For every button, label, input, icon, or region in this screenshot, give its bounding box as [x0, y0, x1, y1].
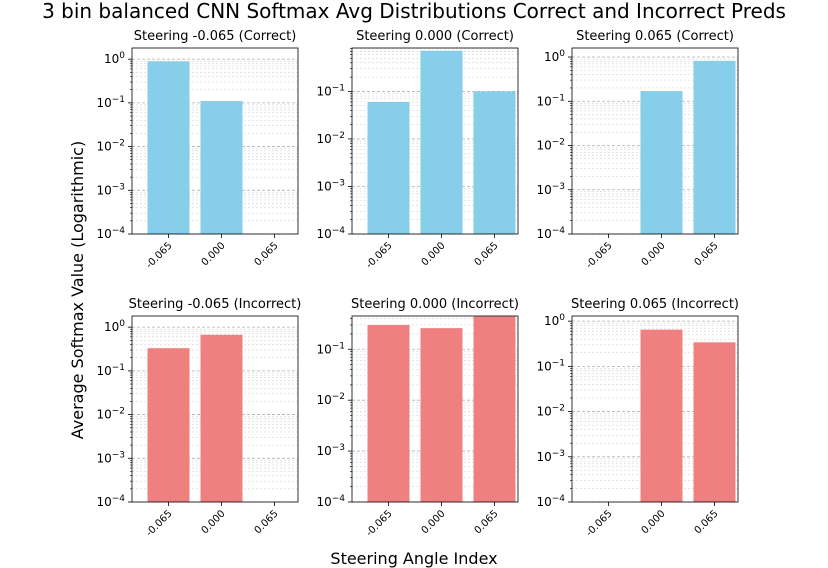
x-tick-label: -0.065	[144, 508, 175, 539]
bar-0.065	[473, 91, 516, 234]
y-tick-label: 10−4	[536, 226, 565, 241]
y-tick-label: 100	[544, 313, 565, 328]
subplot-title: Steering 0.000 (Incorrect)	[351, 297, 519, 312]
bar--0.065	[367, 324, 410, 502]
y-tick-label: 10−3	[96, 182, 125, 197]
axes-frame	[351, 47, 519, 235]
subplot-3: Steering 0.065 (Correct) 10−4 10−3 10−2 10−1…	[536, 29, 739, 271]
subplot-5: Steering 0.000 (Incorrect) 10−4 10−3 10−2 10…	[316, 297, 519, 539]
figure-xlabel: Steering Angle Index	[330, 549, 497, 568]
subplot-title: Steering -0.065 (Correct)	[134, 29, 297, 44]
bar-0.000	[640, 91, 683, 235]
subplot-title: Steering 0.065 (Incorrect)	[571, 297, 739, 312]
x-tick-label: 0.065	[693, 508, 721, 536]
subplot-1: Steering -0.065 (Correct) 10−4 10−3 10−2 10−…	[96, 29, 299, 271]
y-tick-label: 10−3	[536, 182, 565, 197]
y-tick-label: 10−2	[536, 404, 565, 419]
axes-frame	[571, 315, 739, 503]
y-tick-label: 10−3	[96, 450, 125, 465]
x-tick-label: 0.065	[693, 240, 721, 268]
y-tick-label: 10−1	[96, 95, 125, 110]
y-tick-label: 10−2	[316, 131, 345, 146]
subplot-2: Steering 0.000 (Correct) 10−4 10−3 10−2 10−1…	[316, 29, 519, 271]
bar-0.000	[200, 101, 243, 234]
y-tick-label: 100	[544, 49, 565, 64]
y-tick-label: 10−2	[536, 138, 565, 153]
y-tick-label: 10−1	[96, 363, 125, 378]
bar-0.065	[693, 342, 736, 502]
y-tick-label: 100	[104, 51, 125, 66]
bar--0.065	[367, 101, 410, 234]
x-tick-label: 0.065	[253, 508, 281, 536]
figure-ylabel: Average Softmax Value (Logarithmic)	[68, 141, 87, 439]
subplot-title: Steering 0.065 (Correct)	[576, 29, 734, 44]
y-tick-label: 10−1	[316, 83, 345, 98]
y-tick-label: 10−3	[316, 443, 345, 458]
y-tick-label: 10−1	[536, 358, 565, 373]
x-tick-label: -0.065	[364, 240, 395, 271]
y-tick-label: 10−2	[316, 392, 345, 407]
x-tick-label: -0.065	[144, 240, 175, 271]
y-tick-label: 10−2	[96, 407, 125, 422]
y-tick-label: 10−4	[316, 494, 345, 509]
axes-frame	[351, 315, 519, 503]
x-tick-label: -0.065	[584, 508, 615, 539]
x-tick-label: 0.000	[420, 508, 448, 536]
bar-0.000	[200, 334, 243, 502]
bar-0.000	[420, 50, 463, 234]
figure-title: 3 bin balanced CNN Softmax Avg Distribut…	[42, 0, 786, 23]
axes-frame	[131, 47, 299, 235]
x-tick-label: 0.000	[420, 240, 448, 268]
y-tick-label: 10−1	[316, 341, 345, 356]
axes-frame	[571, 47, 739, 235]
bar-0.000	[640, 329, 683, 502]
y-tick-label: 10−1	[536, 93, 565, 108]
y-tick-label: 10−3	[536, 449, 565, 464]
subplot-6: Steering 0.065 (Incorrect) 10−4 10−3 10−2 10…	[536, 297, 739, 539]
bar-0.065	[473, 316, 516, 502]
subplot-4: Steering -0.065 (Incorrect) 10−4 10−3 10−2 1…	[96, 297, 301, 539]
subplot-title: Steering 0.000 (Correct)	[356, 29, 514, 44]
y-tick-label: 100	[104, 319, 125, 334]
x-tick-label: 0.065	[473, 508, 501, 536]
y-tick-label: 10−3	[316, 178, 345, 193]
x-tick-label: -0.065	[364, 508, 395, 539]
y-tick-label: 10−4	[96, 494, 125, 509]
subplot-grid: Steering -0.065 (Correct) 10−4 10−3 10−2 10−…	[96, 29, 739, 539]
subplot-title: Steering -0.065 (Incorrect)	[129, 297, 302, 312]
x-tick-label: 0.065	[473, 240, 501, 268]
bar--0.065	[147, 348, 190, 502]
axes-frame	[131, 315, 299, 503]
x-tick-label: 0.065	[253, 240, 281, 268]
x-tick-label: 0.000	[200, 508, 228, 536]
bar--0.065	[147, 61, 190, 234]
bar-0.000	[420, 328, 463, 502]
x-tick-label: 0.000	[200, 240, 228, 268]
x-tick-label: 0.000	[640, 508, 668, 536]
x-tick-label: -0.065	[584, 240, 615, 271]
y-tick-label: 10−4	[536, 494, 565, 509]
y-tick-label: 10−4	[96, 226, 125, 241]
y-tick-label: 10−2	[96, 139, 125, 154]
y-tick-label: 10−4	[316, 226, 345, 241]
bar-0.065	[693, 60, 736, 235]
x-tick-label: 0.000	[640, 240, 668, 268]
